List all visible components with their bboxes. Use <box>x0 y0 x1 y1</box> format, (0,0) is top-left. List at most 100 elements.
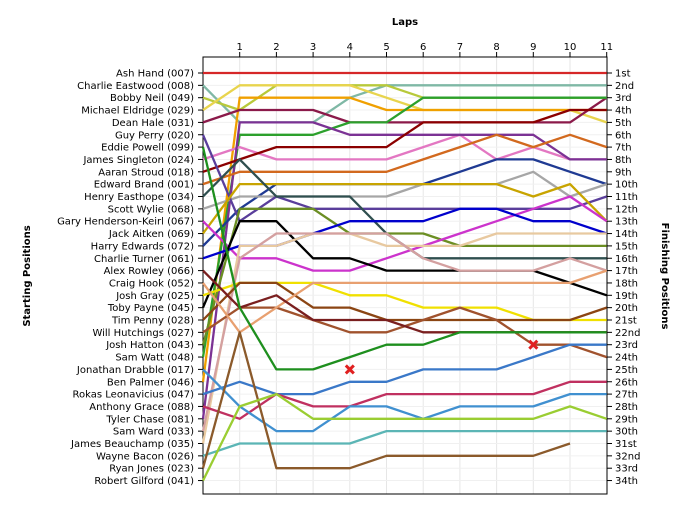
finishing-label: 6th <box>615 130 632 141</box>
starting-label: Charlie Turner (061) <box>94 254 194 265</box>
starting-label: Rokas Leonavicius (047) <box>73 390 195 401</box>
series-line-33 <box>201 331 571 470</box>
starting-label: Dean Hale (031) <box>112 118 194 129</box>
finishing-label: 27th <box>615 390 638 401</box>
series-line-27 <box>202 343 607 396</box>
series-line-22 <box>202 281 607 322</box>
starting-label: Charlie Eastwood (008) <box>77 81 194 92</box>
series-line-15 <box>202 182 608 235</box>
series-line-26 <box>202 269 608 334</box>
series-line-14 <box>201 134 608 223</box>
x-tick-label: 8 <box>493 42 499 53</box>
starting-label: Tim Penny (028) <box>111 316 194 327</box>
finishing-label: 15th <box>615 241 638 252</box>
retirement-marker <box>528 339 539 350</box>
finishing-label: 10th <box>615 180 638 191</box>
marker-stroke <box>528 339 539 350</box>
finishing-label: 16th <box>615 254 638 265</box>
series-line-24 <box>202 281 608 322</box>
finishing-label: 30th <box>615 427 638 438</box>
driver-series <box>201 71 608 482</box>
x-tick-label: 10 <box>564 42 577 53</box>
left-axis-title: Starting Positions <box>22 225 33 326</box>
series-line-16 <box>201 207 607 345</box>
finishing-label: 22nd <box>615 328 640 339</box>
x-tick-label: 5 <box>383 42 389 53</box>
finishing-label: 9th <box>615 167 632 178</box>
retirement-marker <box>344 364 355 375</box>
starting-label: James Singleton (024) <box>82 155 194 166</box>
starting-label: Jonathan Drabble (017) <box>76 365 194 376</box>
finishing-label: 2nd <box>615 81 634 92</box>
starting-label: Eddie Powell (099) <box>101 143 194 154</box>
series-line-30 <box>202 380 607 420</box>
lap-tick-labels: 1 2 3 4 5 6 7 8 9 10 11 <box>237 42 614 53</box>
starting-label: Sam Watt (048) <box>115 353 194 364</box>
finishing-label: 29th <box>615 414 638 425</box>
starting-label: Tyler Chase (081) <box>105 414 194 425</box>
x-tick-label: 11 <box>600 42 613 53</box>
starting-label: Ryan Jones (023) <box>109 464 194 475</box>
finishing-label: 25th <box>615 365 638 376</box>
finishing-label: 5th <box>615 118 632 129</box>
x-tick-label: 6 <box>420 42 426 53</box>
series-line-10 <box>202 108 607 173</box>
retirement-markers <box>344 339 539 375</box>
vertical-gridlines <box>239 57 571 494</box>
series-line-29 <box>201 146 607 371</box>
starting-label: Henry Easthope (034) <box>84 192 194 203</box>
starting-label: Craig Hook (052) <box>109 278 194 289</box>
finishing-label: 12th <box>615 204 638 215</box>
finishing-label: 26th <box>615 377 638 388</box>
starting-label: Sam Ward (033) <box>113 427 194 438</box>
marker-stroke <box>344 364 355 375</box>
finishing-label: 31st <box>615 439 637 450</box>
finishing-label: 32nd <box>615 451 640 462</box>
series-line-18 <box>202 195 608 272</box>
starting-label: Bobby Neil (049) <box>110 93 194 104</box>
starting-label: Wayne Bacon (026) <box>96 451 194 462</box>
starting-label: James Beauchamp (035) <box>70 439 194 450</box>
starting-label: Guy Perry (020) <box>115 130 194 141</box>
starting-label: Scott Wylie (068) <box>108 204 194 215</box>
right-axis-title: Finishing Positions <box>659 223 670 330</box>
finishing-label: 23rd <box>615 340 638 351</box>
series-line-34 <box>201 392 608 482</box>
finishing-label: 33rd <box>615 464 638 475</box>
starting-label: Aaran Stroud (018) <box>98 167 194 178</box>
starting-label: Robert Gilford (041) <box>94 476 194 487</box>
x-tick-label: 2 <box>273 42 279 53</box>
starting-label: Josh Gray (025) <box>115 291 194 302</box>
finishing-label: 13th <box>615 217 638 228</box>
chart-title: Laps <box>392 17 418 28</box>
starting-label: Alex Rowley (066) <box>104 266 195 277</box>
finishing-label: 21st <box>615 316 637 327</box>
axis-ticks <box>198 52 612 482</box>
starting-label: Josh Hatton (043) <box>105 340 194 351</box>
series-line-13 <box>202 170 608 210</box>
finishing-label: 4th <box>615 106 632 117</box>
x-tick-label: 3 <box>310 42 316 53</box>
series-line-12 <box>202 133 608 186</box>
finishing-label: 17th <box>615 266 638 277</box>
finishing-label: 14th <box>615 229 638 240</box>
finishing-label: 1st <box>615 69 631 80</box>
finishing-label: 7th <box>615 143 632 154</box>
series-line-8 <box>202 133 607 161</box>
starting-position-labels: Ash Hand (007)Charlie Eastwood (008)Bobb… <box>57 69 194 488</box>
plot-frame <box>202 56 608 495</box>
series-line-31 <box>202 368 607 433</box>
starting-label: Will Hutchings (027) <box>92 328 194 339</box>
finishing-label: 19th <box>615 291 638 302</box>
finishing-label: 18th <box>615 278 638 289</box>
finishing-label: 3rd <box>615 93 632 104</box>
finishing-label: 11th <box>615 192 638 203</box>
series-line-7 <box>201 96 607 358</box>
series-line-23 <box>201 232 608 432</box>
starting-label: Edward Brand (001) <box>94 180 194 191</box>
starting-label: Gary Henderson-Keirl (067) <box>57 217 194 228</box>
finishing-label: 8th <box>615 155 632 166</box>
series-line-5 <box>201 96 607 382</box>
starting-label: Anthony Grace (088) <box>89 402 194 413</box>
